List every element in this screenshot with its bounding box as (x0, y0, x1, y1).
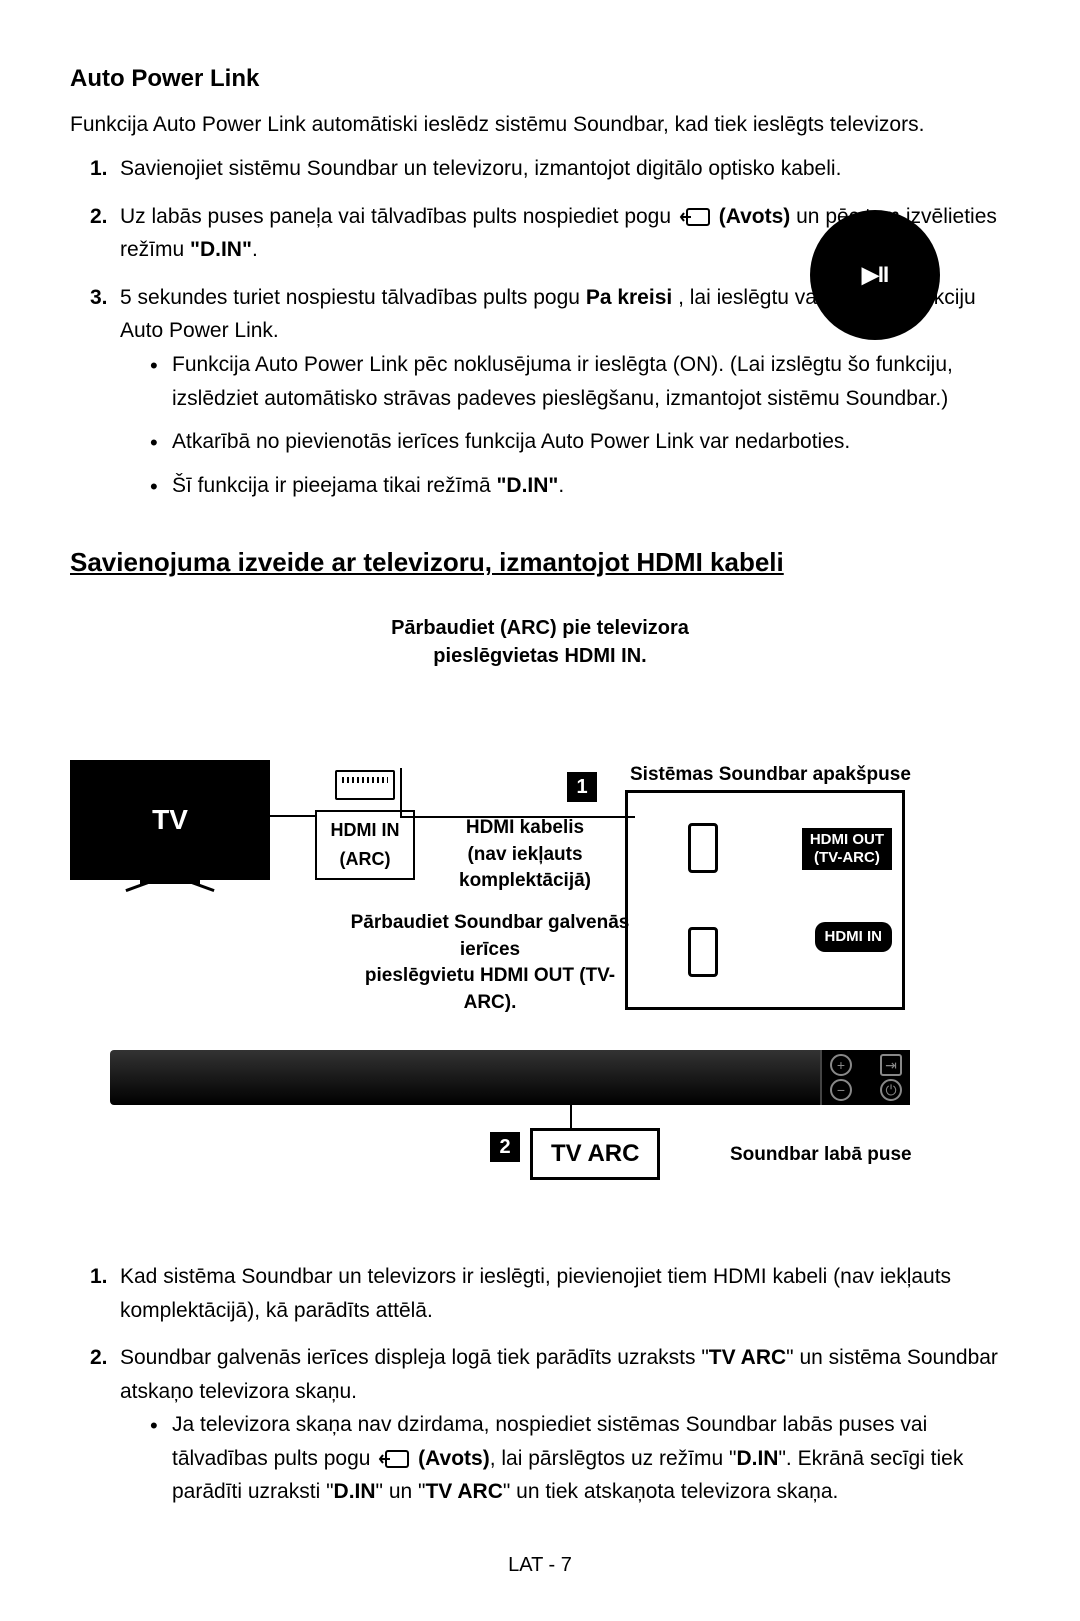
section2-steps: 1. Kad sistēma Soundbar un televizors ir… (70, 1260, 1010, 1509)
hdmi-in-port-shape (688, 927, 718, 977)
bullet-1: Funkcija Auto Power Link pēc noklusējuma… (150, 348, 1010, 415)
step-2: 2. Uz labās puses paneļa vai tālvadības … (90, 200, 1010, 267)
section1-steps: 1. Savienojiet sistēmu Soundbar un telev… (70, 152, 1010, 502)
hdmi-pins-graphic (342, 777, 388, 783)
step-1: 1. Savienojiet sistēmu Soundbar un telev… (90, 152, 1010, 186)
source-icon (376, 1448, 412, 1470)
hdmi-in-port-label: HDMI IN (815, 922, 893, 952)
soundbar-bottom-label: Sistēmas Soundbar apakšpuse (630, 760, 911, 790)
step3-bullets: Funkcija Auto Power Link pēc noklusējuma… (120, 348, 1010, 502)
page-footer: LAT - 7 (70, 1549, 1010, 1581)
s2-bullet-1: Ja televizora skaņa nav dzirdama, nospie… (150, 1408, 1010, 1509)
volume-down-icon: − (830, 1079, 852, 1101)
tv-graphic: TV (70, 760, 270, 880)
power-icon: ⏻ (880, 1079, 902, 1101)
cable-line (400, 768, 635, 818)
section-auto-power-link: Auto Power Link Funkcija Auto Power Link… (70, 60, 1010, 502)
section2-title: Savienojuma izveide ar televizoru, izman… (70, 542, 1010, 584)
section1-intro: Funkcija Auto Power Link automātiski ies… (70, 108, 1010, 142)
step-3: 3. 5 sekundes turiet nospiestu tālvadība… (90, 281, 1010, 503)
marker-two: 2 (490, 1132, 520, 1162)
hdmi-out-port-shape (688, 823, 718, 873)
hdmi-cable-label: HDMI kabelis (nav iekļauts komplektācijā… (440, 815, 610, 895)
hdmi-out-port-label: HDMI OUT (TV-ARC) (802, 828, 892, 870)
s2-step-1: 1. Kad sistēma Soundbar un televizors ir… (90, 1260, 1010, 1327)
connector-line (270, 815, 315, 817)
s2-step-2: 2. Soundbar galvenās ierīces displeja lo… (90, 1341, 1010, 1509)
tv-stand-graphic (140, 880, 200, 884)
soundbar-right-label: Soundbar labā puse (730, 1140, 912, 1170)
marker-one: 1 (567, 772, 597, 802)
tv-arc-display: TV ARC (530, 1128, 660, 1180)
diagram-caption-top: Pārbaudiet (ARC) pie televizora pieslēgv… (70, 614, 1010, 670)
side-panel: + − ⇥ ⏻ (820, 1050, 910, 1105)
section1-title: Auto Power Link (70, 60, 1010, 98)
soundbar-panel-graphic: HDMI OUT (TV-ARC) HDMI IN (625, 790, 905, 1010)
source-icon (677, 206, 713, 228)
arrow-to-tvarc (570, 1105, 572, 1130)
s2-bullets: Ja televizora skaņa nav dzirdama, nospie… (120, 1408, 1010, 1509)
connection-diagram: TV HDMI IN (ARC) 1 HDMI kabelis (nav iek… (70, 690, 1010, 1230)
check-soundbar-label: Pārbaudiet Soundbar galvenās ierīces pie… (340, 910, 640, 1016)
soundbar-side-graphic: + − ⇥ ⏻ (110, 1050, 910, 1105)
bullet-3: Šī funkcija ir pieejama tikai režīmā "D.… (150, 469, 1010, 503)
bullet-2: Atkarībā no pievienotās ierīces funkcija… (150, 425, 1010, 459)
volume-up-icon: + (830, 1054, 852, 1076)
hdmi-connector-graphic (335, 770, 395, 800)
source-button-icon: ⇥ (880, 1054, 902, 1076)
hdmi-in-arc-label: HDMI IN (ARC) (315, 810, 415, 880)
